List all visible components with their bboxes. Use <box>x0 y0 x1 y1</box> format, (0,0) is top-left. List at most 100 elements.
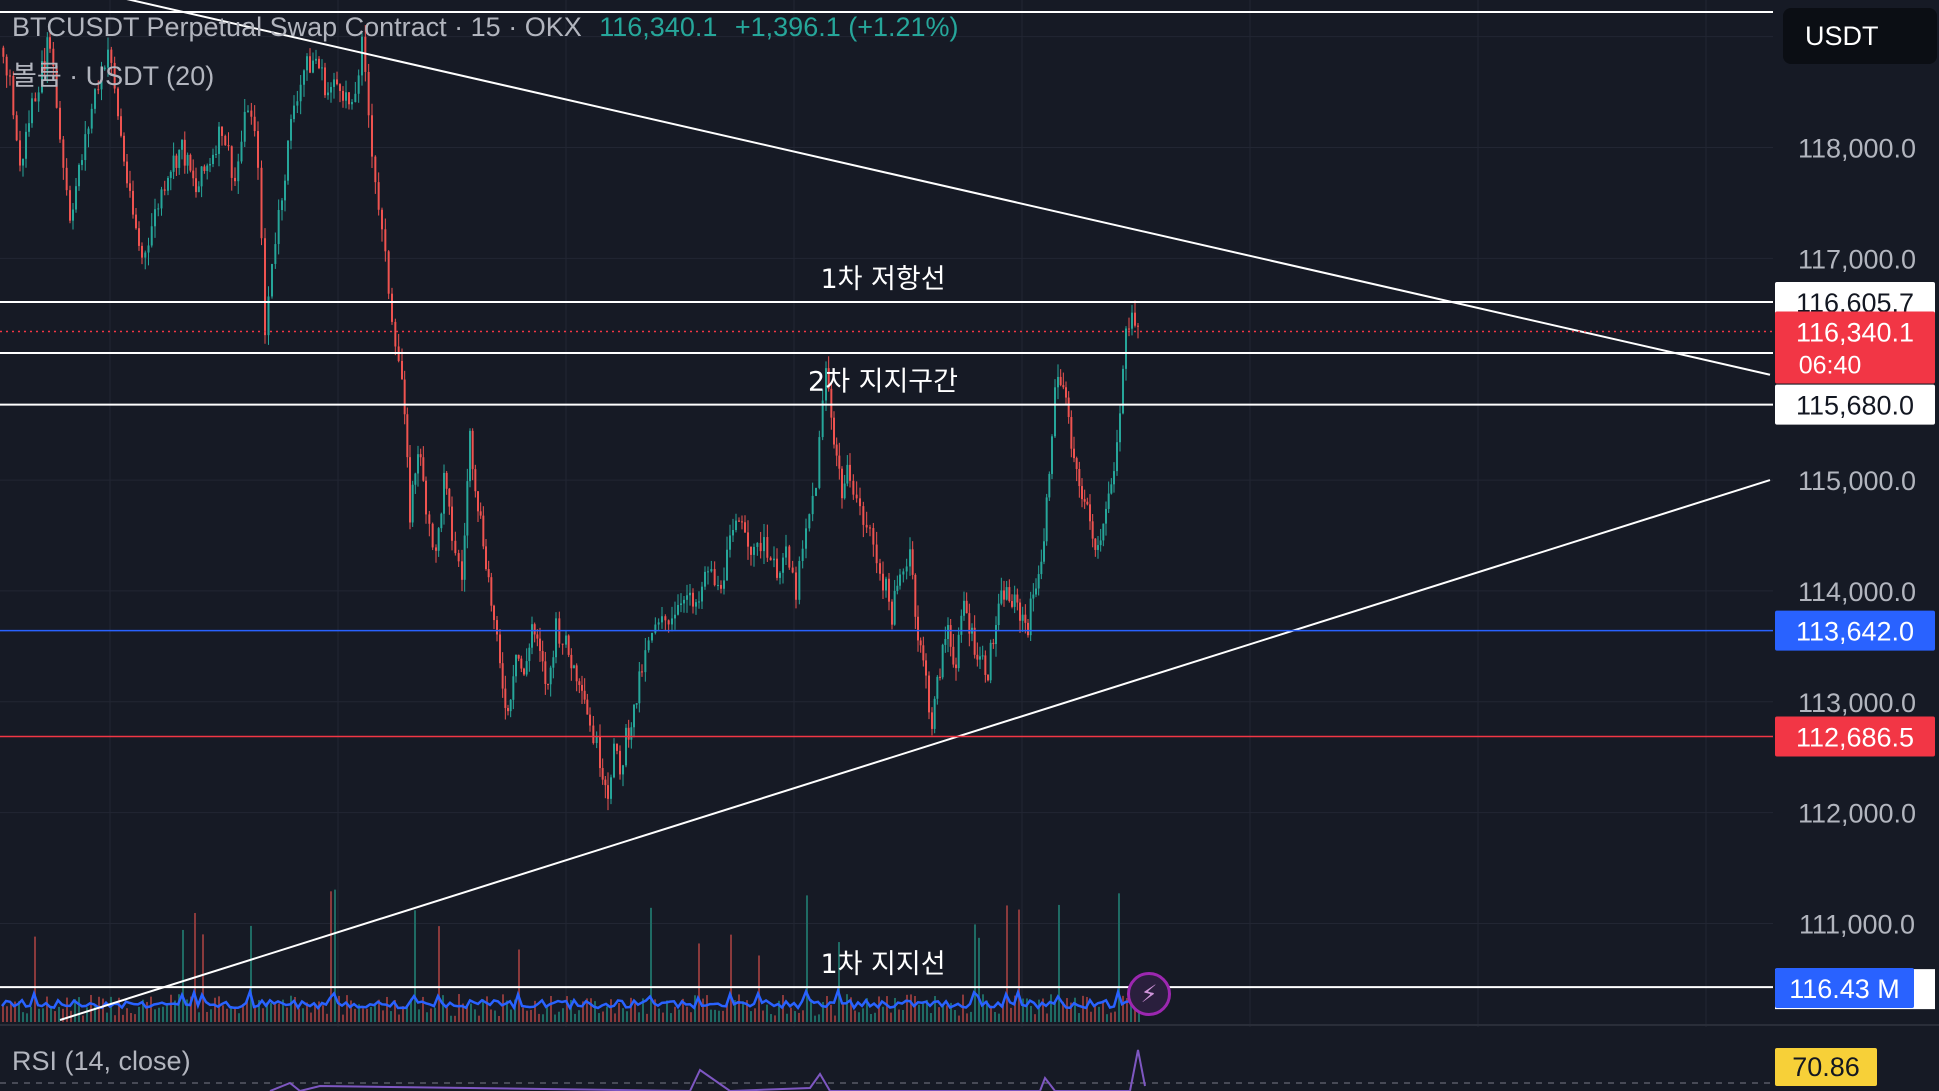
price-tick-label: 114,000.0 <box>1798 577 1916 607</box>
candle-body <box>791 567 794 573</box>
volume-bar <box>874 1012 876 1022</box>
volume-bar <box>110 996 112 1022</box>
volume-legend[interactable]: 볼륨 · USDT (20) <box>12 54 214 93</box>
candle-body <box>713 569 716 586</box>
volume-bar <box>546 1007 548 1022</box>
currency-selector[interactable]: USDT <box>1783 8 1937 64</box>
price-tick-label: 117,000.0 <box>1798 244 1916 274</box>
candle-body <box>466 481 469 536</box>
volume-bar <box>886 996 888 1022</box>
level-price-badge-bg <box>1775 716 1935 757</box>
volume-bar <box>278 1003 280 1022</box>
candle-body <box>979 656 981 660</box>
volume-bar <box>206 1011 208 1022</box>
volume-bar <box>902 1009 904 1022</box>
candle-body <box>680 603 682 605</box>
price-tick-label: 112,000.0 <box>1798 799 1916 829</box>
candle-body <box>528 647 531 662</box>
volume-bar <box>818 1014 820 1022</box>
candle-body <box>271 263 273 297</box>
candle-body <box>821 400 824 438</box>
rsi-legend[interactable]: RSI (14, close) <box>12 1046 191 1077</box>
volume-bar <box>406 1005 408 1022</box>
candle-body <box>1000 590 1003 604</box>
lightning-bolt-icon[interactable]: ⚡ <box>1127 972 1171 1016</box>
candle-body <box>561 643 564 645</box>
candle-body <box>677 604 679 615</box>
candle-body <box>1024 614 1027 623</box>
volume-bar <box>10 1003 12 1022</box>
volume-bar <box>690 1012 692 1022</box>
candle-body <box>1054 387 1056 437</box>
candle-body <box>616 743 618 751</box>
volume-bar <box>1070 1002 1072 1022</box>
candle-body <box>581 684 583 691</box>
price-axis: 119,000.0118,000.0117,000.0115,000.0114,… <box>1775 0 1939 1091</box>
volume-bar <box>554 1014 556 1022</box>
level-price-badge: 115,680.0 <box>1796 391 1914 421</box>
volume-bar <box>30 1006 32 1022</box>
volume-bar <box>306 1002 308 1022</box>
candle-body <box>1105 508 1107 524</box>
candle-body <box>841 468 843 499</box>
candle-body <box>200 166 203 187</box>
volume-bar <box>414 910 416 1022</box>
candle-body <box>221 126 223 136</box>
candle-body <box>750 546 752 555</box>
candle-body <box>178 149 181 168</box>
volume-bar <box>686 1006 688 1022</box>
volume-bar <box>106 1012 108 1022</box>
volume-bar <box>794 1011 796 1022</box>
candle-body <box>931 712 933 729</box>
candle-body <box>351 102 353 105</box>
volume-bar <box>458 994 460 1022</box>
candle-body <box>1062 385 1065 388</box>
volume-bar <box>238 1013 240 1022</box>
candle-body <box>1067 397 1070 418</box>
volume-bar <box>666 1000 668 1022</box>
volume-bar <box>46 996 48 1022</box>
volume-bar <box>162 1006 164 1022</box>
volume-bar <box>558 1011 560 1022</box>
candle-body <box>575 665 578 682</box>
candle-body <box>589 714 591 726</box>
candle-body <box>103 67 106 70</box>
volume-bar <box>166 1005 168 1022</box>
candle-body <box>852 480 855 495</box>
symbol-legend[interactable]: BTCUSDT Perpetual Swap Contract · 15 · O… <box>12 12 959 43</box>
candle-body <box>1027 622 1029 636</box>
volume-bar <box>282 999 284 1022</box>
volume-bar <box>74 999 76 1022</box>
candle-body <box>160 189 163 209</box>
volume-bar <box>366 1008 368 1022</box>
volume-bar <box>22 1012 24 1022</box>
volume-bar <box>522 1007 524 1022</box>
candle-body <box>435 547 437 551</box>
volume-bar <box>526 1010 528 1022</box>
volume-bar <box>710 1009 712 1022</box>
candle-body <box>55 66 58 108</box>
currency-label: USDT <box>1805 20 1879 51</box>
candle-body <box>1043 541 1045 562</box>
candle-body <box>641 671 643 673</box>
candle-body <box>451 506 453 541</box>
candle-body <box>490 577 493 606</box>
candle-body <box>773 558 775 561</box>
candle-body <box>34 98 37 102</box>
volume-bar <box>638 1012 640 1022</box>
candle-body <box>1035 588 1037 595</box>
volume-bar <box>878 996 880 1022</box>
candle-body <box>893 590 896 625</box>
volume-bar <box>86 1007 88 1022</box>
volume-bar <box>146 1001 148 1022</box>
candle-body <box>454 540 457 554</box>
volume-bar <box>462 1003 464 1022</box>
volume-bar <box>90 994 92 1022</box>
candle-body <box>622 765 624 775</box>
candle-body <box>925 660 927 676</box>
candle-body <box>303 70 305 85</box>
candle-body <box>1131 312 1133 329</box>
volume-bar <box>142 999 144 1022</box>
volume-bar <box>154 1009 156 1022</box>
